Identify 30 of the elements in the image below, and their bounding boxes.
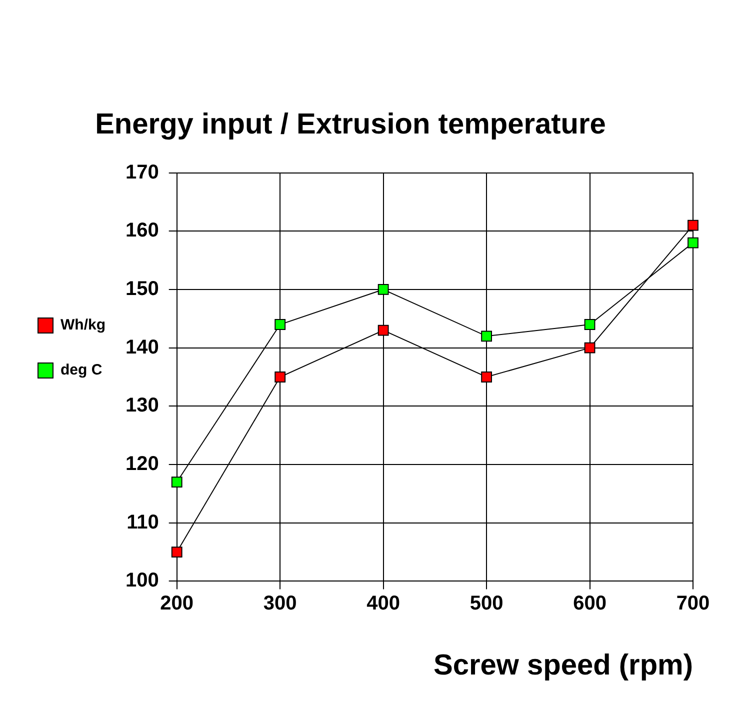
point (171, 476, 182, 488)
chart-title: Energy input / Extrusion temperature (95, 108, 606, 140)
point (688, 220, 698, 231)
x-tick-label: 300 (263, 592, 297, 615)
y-tick-label: 170 (125, 161, 159, 184)
point (171, 546, 182, 558)
x-axis-title: Screw speed (rpm) (434, 650, 693, 682)
point (481, 330, 492, 342)
point (378, 324, 389, 336)
x-tick-label: 500 (470, 592, 504, 615)
point (688, 237, 698, 248)
point (584, 319, 596, 330)
y-tick-label: 120 (125, 453, 159, 476)
point (274, 319, 286, 330)
y-tick-label: 110 (126, 511, 159, 534)
point (274, 372, 286, 382)
point (378, 284, 389, 295)
point (481, 372, 492, 382)
y-tick-label: 100 (125, 570, 159, 592)
y-tick-label: 140 (125, 336, 159, 358)
y-tick-label: 150 (125, 278, 159, 300)
x-tick-label: 400 (366, 592, 400, 615)
point (584, 342, 596, 354)
y-tick-label: 130 (125, 394, 159, 417)
legend-label: Wh/kg (60, 316, 106, 334)
x-tick-label: 600 (573, 592, 606, 615)
y-tick-label: 160 (125, 220, 159, 242)
x-tick-label: 700 (676, 592, 710, 615)
legend-label: deg C (60, 362, 102, 379)
x-tick-label: 200 (160, 592, 194, 615)
